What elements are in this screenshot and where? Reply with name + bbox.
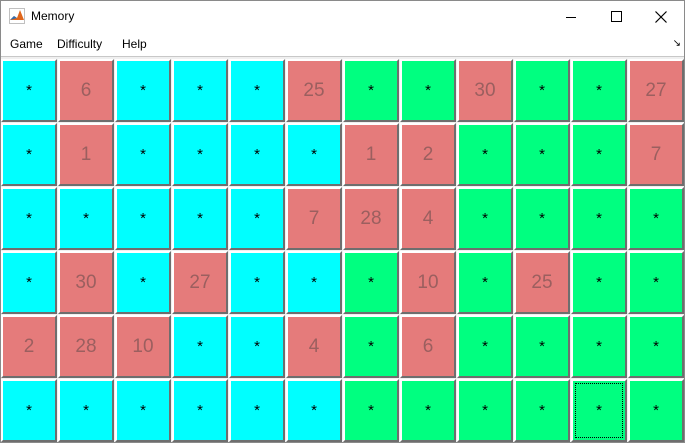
memory-tile[interactable]: 10 xyxy=(400,251,456,314)
memory-tile[interactable]: * xyxy=(172,315,228,378)
memory-tile[interactable]: * xyxy=(457,187,513,250)
memory-tile[interactable]: * xyxy=(514,187,570,250)
maximize-icon xyxy=(610,11,622,22)
memory-tile[interactable]: 4 xyxy=(400,187,456,250)
memory-tile[interactable]: * xyxy=(514,315,570,378)
memory-tile[interactable]: 30 xyxy=(457,59,513,122)
memory-tile[interactable]: * xyxy=(229,59,285,122)
close-icon xyxy=(655,10,667,23)
menu-game[interactable]: Game xyxy=(10,37,43,51)
memory-tile[interactable]: 27 xyxy=(628,59,684,122)
memory-tile[interactable]: * xyxy=(229,187,285,250)
memory-tile[interactable]: * xyxy=(172,59,228,122)
minimize-icon xyxy=(566,16,576,18)
memory-tile[interactable]: * xyxy=(571,123,627,186)
memory-tile[interactable]: * xyxy=(172,187,228,250)
memory-tile[interactable]: * xyxy=(286,379,342,442)
memory-tile[interactable]: * xyxy=(628,187,684,250)
memory-tile[interactable]: 28 xyxy=(58,315,114,378)
memory-tile[interactable]: * xyxy=(286,123,342,186)
menu-help[interactable]: Help xyxy=(122,37,147,51)
memory-tile[interactable]: * xyxy=(343,251,399,314)
memory-tile[interactable]: * xyxy=(343,379,399,442)
memory-tile[interactable]: 2 xyxy=(400,123,456,186)
memory-tile[interactable]: 10 xyxy=(115,315,171,378)
memory-tile[interactable]: * xyxy=(457,379,513,442)
memory-tile[interactable]: * xyxy=(115,123,171,186)
memory-tile[interactable]: 30 xyxy=(58,251,114,314)
memory-tile[interactable]: * xyxy=(1,251,57,314)
memory-tile[interactable]: 1 xyxy=(58,123,114,186)
memory-tile[interactable]: 1 xyxy=(343,123,399,186)
matlab-icon xyxy=(9,8,25,24)
memory-tile[interactable]: * xyxy=(229,315,285,378)
memory-tile[interactable]: * xyxy=(1,123,57,186)
menu-bar: Game Difficulty Help ↘ xyxy=(1,32,684,56)
minimize-button[interactable] xyxy=(548,1,594,32)
memory-tile[interactable]: * xyxy=(286,251,342,314)
menu-overflow-icon[interactable]: ↘ xyxy=(672,38,681,49)
memory-tile[interactable]: * xyxy=(628,315,684,378)
memory-tile[interactable]: * xyxy=(514,379,570,442)
memory-tile[interactable]: * xyxy=(571,379,627,442)
memory-tile[interactable]: * xyxy=(571,315,627,378)
memory-tile[interactable]: * xyxy=(172,379,228,442)
memory-tile[interactable]: 25 xyxy=(286,59,342,122)
memory-tile[interactable]: * xyxy=(1,187,57,250)
memory-tile[interactable]: * xyxy=(571,59,627,122)
memory-tile[interactable]: * xyxy=(514,123,570,186)
title-bar[interactable]: Memory xyxy=(1,1,684,32)
memory-tile[interactable]: * xyxy=(115,379,171,442)
memory-tile[interactable]: * xyxy=(571,251,627,314)
memory-tile[interactable]: 7 xyxy=(628,123,684,186)
memory-tile[interactable]: * xyxy=(58,187,114,250)
window-title: Memory xyxy=(31,9,75,23)
maximize-button[interactable] xyxy=(593,1,639,32)
memory-tile[interactable]: 6 xyxy=(58,59,114,122)
memory-tile[interactable]: * xyxy=(628,379,684,442)
memory-tile[interactable]: * xyxy=(400,379,456,442)
memory-tile[interactable]: * xyxy=(229,379,285,442)
memory-tile[interactable]: * xyxy=(514,59,570,122)
memory-tile[interactable]: * xyxy=(115,187,171,250)
memory-tile[interactable]: * xyxy=(172,123,228,186)
close-button[interactable] xyxy=(638,1,684,32)
memory-tile[interactable]: * xyxy=(457,315,513,378)
memory-board: * 6 * * * 25 * * 30 * * 27 * 1 * * * * 1 2 * * * 7 * * * * * 7 28 4 * * * *… xyxy=(1,56,684,442)
memory-tile[interactable]: 28 xyxy=(343,187,399,250)
memory-tile[interactable]: 25 xyxy=(514,251,570,314)
memory-tile[interactable]: * xyxy=(115,251,171,314)
memory-tile[interactable]: * xyxy=(457,123,513,186)
memory-tile[interactable]: 4 xyxy=(286,315,342,378)
memory-tile[interactable]: 27 xyxy=(172,251,228,314)
memory-tile[interactable]: * xyxy=(1,59,57,122)
memory-tile[interactable]: 7 xyxy=(286,187,342,250)
memory-tile[interactable]: 6 xyxy=(400,315,456,378)
menu-difficulty[interactable]: Difficulty xyxy=(57,37,103,51)
memory-tile[interactable]: 2 xyxy=(1,315,57,378)
memory-tile[interactable]: * xyxy=(343,315,399,378)
memory-tile[interactable]: * xyxy=(400,59,456,122)
memory-tile[interactable]: * xyxy=(628,251,684,314)
memory-tile[interactable]: * xyxy=(58,379,114,442)
memory-tile[interactable]: * xyxy=(115,59,171,122)
memory-tile[interactable]: * xyxy=(343,59,399,122)
memory-tile[interactable]: * xyxy=(1,379,57,442)
memory-tile[interactable]: * xyxy=(229,123,285,186)
memory-tile[interactable]: * xyxy=(457,251,513,314)
memory-tile[interactable]: * xyxy=(229,251,285,314)
memory-tile[interactable]: * xyxy=(571,187,627,250)
